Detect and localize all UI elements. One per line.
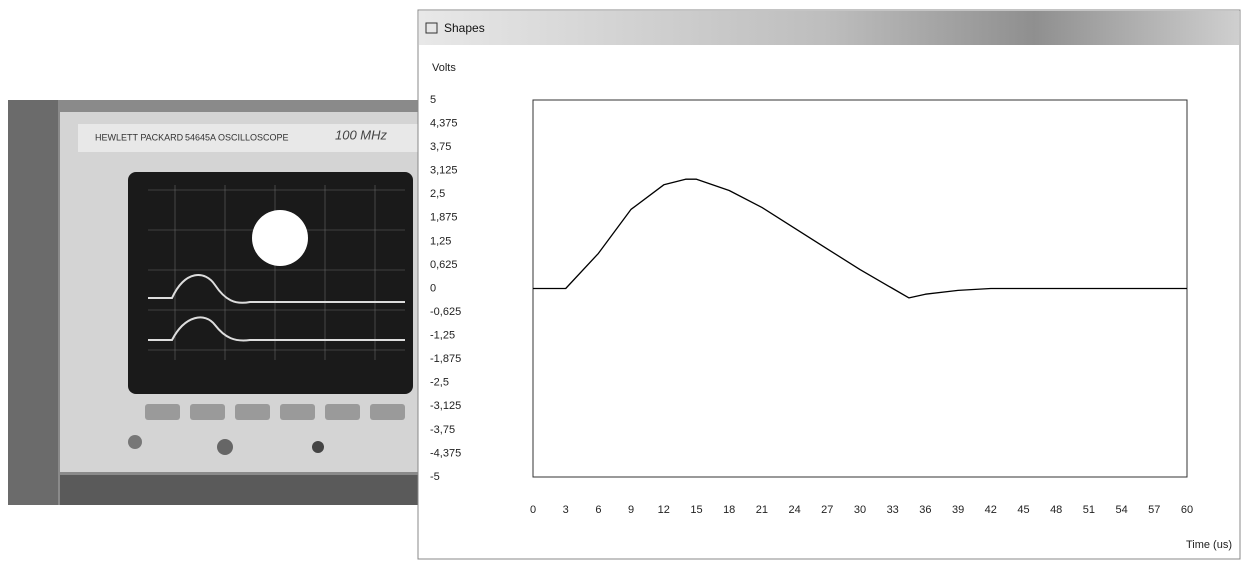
x-tick-label: 21 [756, 504, 768, 516]
x-tick-label: 42 [985, 504, 997, 516]
y-tick-label: -3,125 [430, 400, 461, 412]
scope-model: 54645A OSCILLOSCOPE [185, 132, 289, 142]
y-tick-label: 0 [430, 282, 436, 294]
y-tick-label: 2,5 [430, 188, 445, 200]
title-bar [419, 11, 1239, 45]
x-tick-label: 18 [723, 504, 735, 516]
x-axis-label: Time (us) [1186, 539, 1232, 551]
knob [217, 439, 233, 455]
glare [252, 210, 308, 266]
x-tick-label: 45 [1017, 504, 1029, 516]
y-tick-label: 5 [430, 94, 436, 106]
page: HEWLETT PACKARD 54645A OSCILLOSCOPE 100 … [0, 0, 1241, 560]
x-tick-label: 51 [1083, 504, 1095, 516]
x-tick-label: 39 [952, 504, 964, 516]
x-tick-label: 60 [1181, 504, 1193, 516]
y-tick-label: 0,625 [430, 259, 458, 271]
y-tick-label: 1,875 [430, 212, 458, 224]
x-tick-label: 15 [690, 504, 702, 516]
scope-screen [128, 172, 413, 394]
y-tick-label: -3,75 [430, 424, 455, 436]
y-tick-label: -2,5 [430, 377, 449, 389]
x-tick-label: 24 [788, 504, 800, 516]
y-tick-label: -5 [430, 471, 440, 483]
y-tick-label: 3,75 [430, 141, 451, 153]
oscilloscope-photo: HEWLETT PACKARD 54645A OSCILLOSCOPE 100 … [8, 100, 418, 505]
y-tick-label: 3,125 [430, 165, 458, 177]
y-tick-label: -0,625 [430, 306, 461, 318]
y-axis-label: Volts [432, 62, 456, 74]
x-tick-label: 3 [563, 504, 569, 516]
y-tick-label: -1,25 [430, 330, 455, 342]
scope-brand: HEWLETT PACKARD [95, 132, 184, 142]
window-title: Shapes [444, 21, 485, 35]
y-tick-label: 1,25 [430, 235, 451, 247]
x-tick-label: 6 [595, 504, 601, 516]
x-tick-label: 57 [1148, 504, 1160, 516]
x-tick-label: 54 [1115, 504, 1127, 516]
y-tick-label: -1,875 [430, 353, 461, 365]
photo-base [60, 475, 418, 505]
x-tick-label: 36 [919, 504, 931, 516]
knob [312, 441, 324, 453]
x-tick-label: 27 [821, 504, 833, 516]
x-tick-label: 0 [530, 504, 536, 516]
x-tick-label: 33 [887, 504, 899, 516]
x-tick-label: 12 [658, 504, 670, 516]
knob [128, 435, 142, 449]
scope-bandwidth: 100 MHz [335, 127, 388, 142]
x-tick-label: 30 [854, 504, 866, 516]
x-tick-label: 48 [1050, 504, 1062, 516]
y-tick-label: -4,375 [430, 447, 461, 459]
window: Shapes Volts Time (us) [418, 10, 1240, 559]
photo-side [8, 100, 58, 505]
x-tick-label: 9 [628, 504, 634, 516]
y-tick-label: 4,375 [430, 117, 458, 129]
